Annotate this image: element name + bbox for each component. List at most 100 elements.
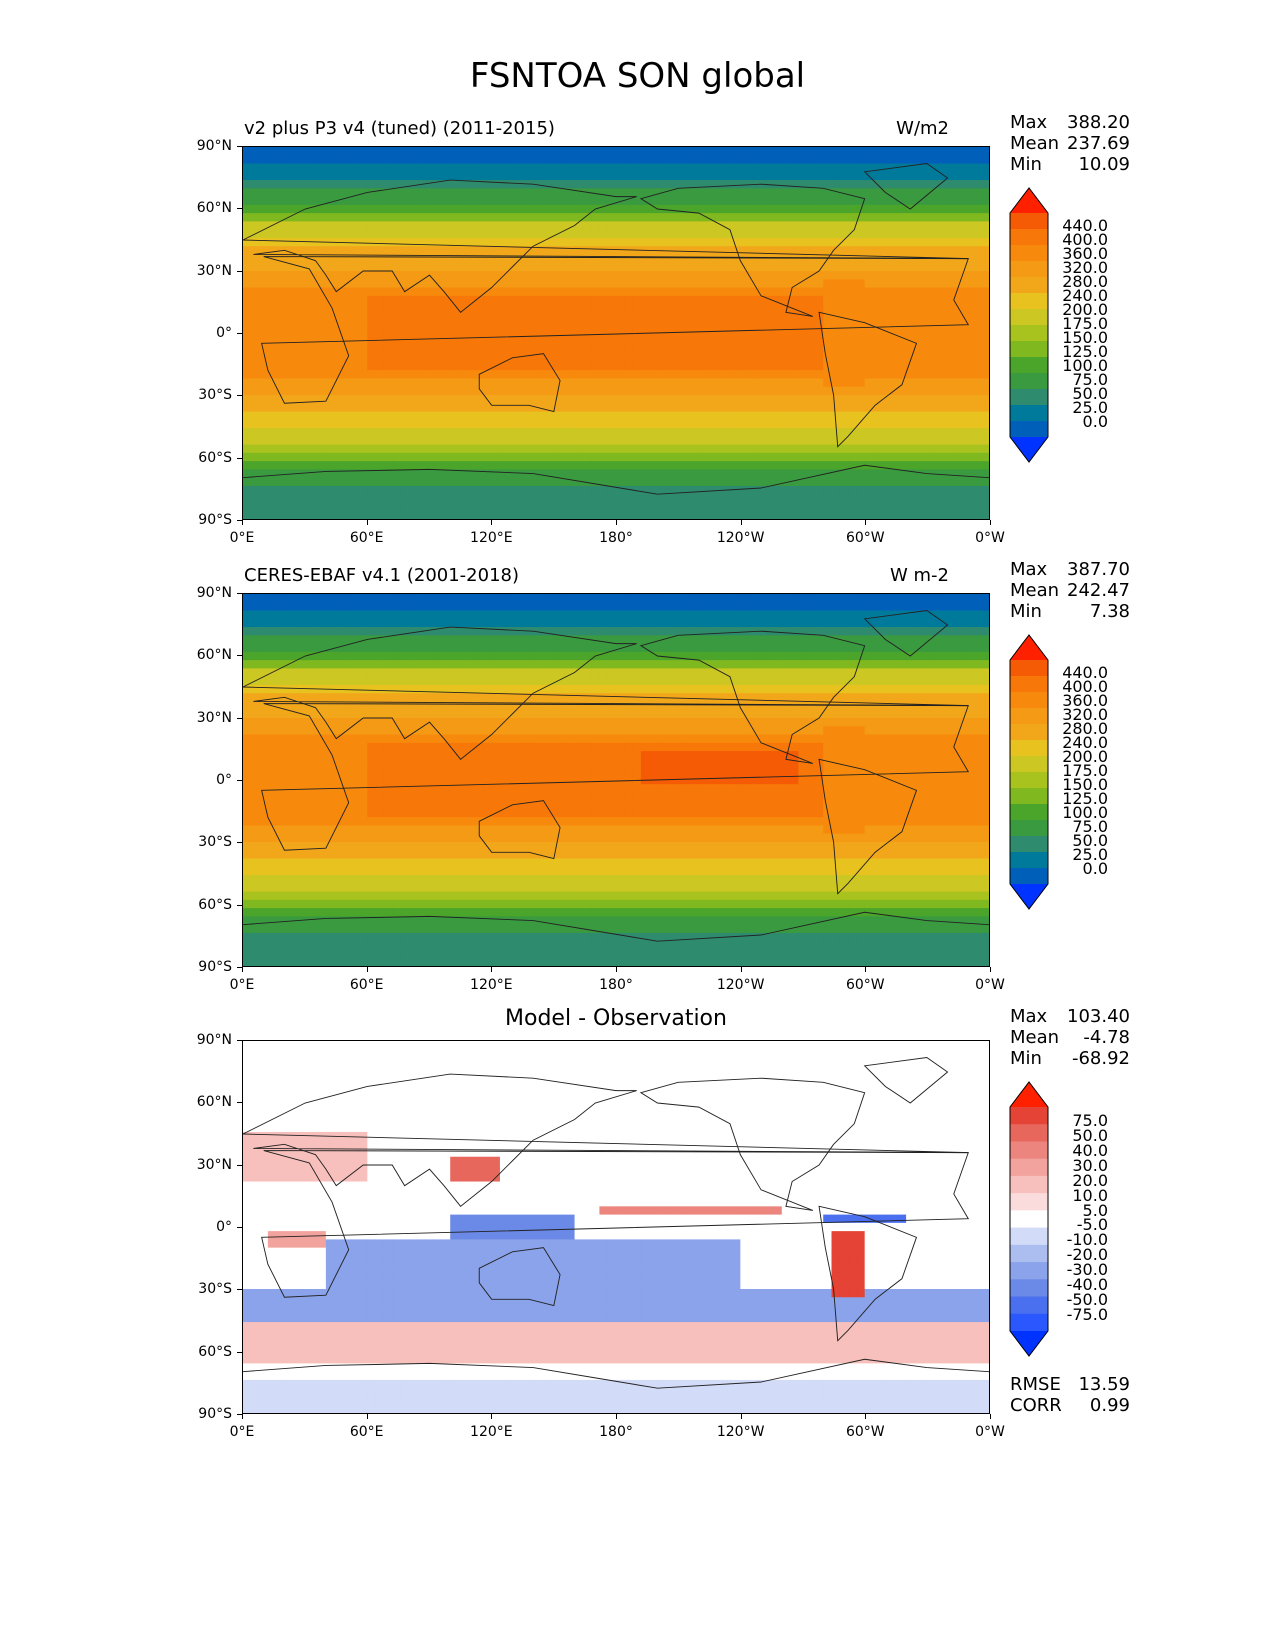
map-cell [276, 494, 285, 503]
map-cell [574, 635, 584, 645]
map-cell [591, 643, 600, 653]
map-cell [367, 361, 377, 371]
map-cell [872, 477, 882, 487]
map-cell [243, 180, 252, 189]
map-cell [732, 147, 741, 156]
map-cell [798, 312, 808, 322]
map-cell [557, 312, 567, 322]
map-cell [309, 328, 319, 338]
map-cell [839, 643, 849, 653]
map-cell [408, 246, 418, 255]
map-cell [549, 246, 559, 255]
map-cell [964, 403, 973, 412]
map-cell [499, 395, 509, 404]
map-cell [781, 386, 791, 396]
map-cell [591, 155, 600, 164]
map-cell [773, 485, 783, 495]
map-cell [317, 196, 327, 206]
map-cell [276, 477, 285, 487]
map-cell [848, 386, 857, 396]
map-cell [872, 461, 882, 470]
map-cell [690, 419, 700, 429]
map-cell [334, 295, 343, 305]
map-cell [715, 469, 725, 479]
map-cell [475, 271, 484, 280]
map-cell [790, 204, 799, 214]
map-cell [483, 328, 493, 338]
map-cell [541, 618, 551, 628]
map-cell [798, 477, 808, 487]
map-cell [450, 155, 459, 164]
map-cell [243, 254, 252, 264]
map-cell [798, 452, 808, 462]
map-cell [408, 627, 418, 636]
map-cell [284, 635, 294, 645]
map-cell [806, 353, 816, 363]
map-cell [906, 461, 915, 470]
map-cell [856, 213, 866, 222]
map-cell [723, 469, 733, 479]
map-cell [798, 262, 808, 272]
map-cell [408, 444, 418, 454]
map-cell [350, 171, 360, 181]
map-cell [301, 320, 310, 330]
map-cell [914, 196, 924, 206]
map-cell [599, 279, 609, 288]
map-cell [856, 271, 866, 280]
map-cell [325, 485, 335, 495]
map-cell [790, 180, 799, 189]
map-cell [425, 237, 435, 247]
map-cell [897, 155, 907, 164]
map-cell [980, 147, 989, 156]
map-cell [557, 627, 567, 636]
map-cell [499, 370, 509, 379]
map-cell [243, 676, 252, 686]
map-cell [624, 510, 633, 519]
map-cell [491, 635, 501, 645]
map-cell [674, 370, 683, 379]
map-cell [906, 246, 915, 255]
map-cell [939, 494, 948, 503]
map-cell [392, 635, 401, 645]
map-cell [889, 627, 899, 636]
map-cell [516, 411, 526, 421]
map-cell [665, 411, 675, 421]
map-cell [715, 320, 725, 330]
map-cell [342, 469, 352, 479]
map-cell [698, 221, 708, 231]
map-cell [325, 345, 335, 355]
map-cell [839, 386, 849, 396]
map-cell [392, 237, 401, 247]
map-cell [889, 510, 899, 519]
map-cell [798, 627, 808, 636]
map-cell [483, 304, 493, 313]
map-cell [441, 279, 451, 288]
map-cell [922, 594, 932, 603]
map-cell [458, 304, 468, 313]
map-cell [955, 635, 965, 645]
map-cell [740, 610, 750, 620]
map-cell [715, 370, 725, 379]
map-cell [674, 337, 683, 346]
map-cell [872, 353, 882, 363]
map-cell [566, 477, 575, 487]
map-cell [524, 262, 534, 272]
map-cell [674, 403, 683, 412]
map-cell [814, 320, 824, 330]
map-cell [425, 660, 435, 669]
map-cell [574, 618, 584, 628]
map-cell [897, 221, 907, 231]
map-cell [790, 660, 799, 669]
map-cell [616, 254, 625, 264]
map-cell [325, 370, 335, 379]
map-cell [674, 171, 683, 181]
map-cell [301, 370, 310, 379]
map-cell [441, 436, 451, 446]
map-cell [872, 171, 882, 181]
map-cell [607, 510, 617, 519]
map-cell [723, 237, 733, 247]
map-cell [881, 668, 890, 678]
map-cell [491, 229, 501, 239]
map-cell [367, 660, 377, 669]
map-cell [674, 436, 683, 446]
